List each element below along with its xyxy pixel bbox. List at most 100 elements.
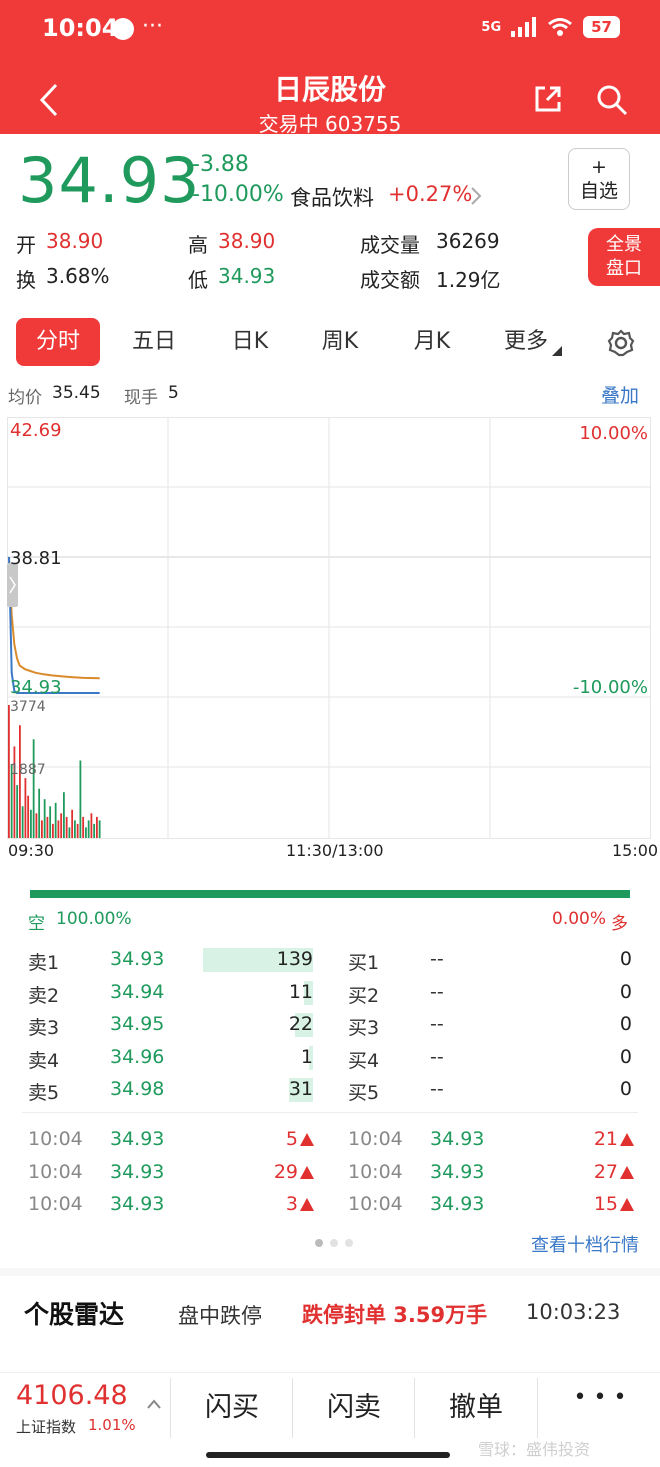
tick-time: 10:04 [28,1193,83,1215]
view-ten-levels-link[interactable]: 查看十档行情 [531,1235,639,1256]
favorite-label: 自选 [579,180,618,202]
open-label: 开 [16,233,36,257]
sector-name[interactable]: 食品饮料 [290,186,374,210]
volume-bar [35,813,38,838]
more-options-button[interactable]: • • • [573,1385,627,1410]
intraday-chart[interactable] [7,417,651,839]
volume-bar [38,788,41,838]
time-start-label: 09:30 [8,841,55,860]
volume-bar [49,806,52,838]
page-dot [330,1239,338,1247]
gear-icon[interactable] [607,329,635,357]
search-icon[interactable] [596,84,628,116]
add-favorite-button[interactable]: + 自选 [568,148,630,210]
flash-buy-button[interactable]: 闪买 [205,1392,259,1423]
sell-level-price[interactable]: 34.98 [110,1078,165,1100]
cancel-order-button[interactable]: 撤单 [449,1392,503,1423]
tick-price: 34.93 [430,1160,485,1183]
radar-detail[interactable]: 跌停封单 3.59万手 [302,1303,488,1327]
chart-collapse-handle[interactable] [7,563,18,607]
tick-volume: 5 [285,1128,298,1150]
radar-event[interactable]: 盘中跌停 [178,1304,262,1328]
signal-icon [511,17,537,37]
plus-icon: + [591,156,607,178]
section-gap [0,1268,660,1276]
depth-bar [30,890,630,898]
buy-level-price[interactable]: -- [430,1013,444,1035]
sell-volume-bar [295,1013,313,1037]
volume-bar [16,785,19,838]
volume-value: 36269 [436,229,500,253]
volume-mid-label: 1887 [10,762,46,778]
buy-level-label: 买5 [348,1082,380,1104]
buy-level-volume: 0 [619,1078,632,1100]
buy-level-price[interactable]: -- [430,1045,444,1068]
tick-time: 10:04 [28,1128,83,1150]
turnover-value: 3.68% [46,264,110,288]
tab-five-day[interactable]: 五日 [131,329,176,354]
tick-price: 34.93 [110,1128,165,1150]
status-indicators: 5G 57 [481,16,620,38]
low-label: 低 [188,268,208,292]
long-label: 多 [611,914,628,934]
current-hand-value: 5 [168,383,179,403]
overlay-button[interactable]: 叠加 [601,385,640,407]
avg-price-label: 均价 [8,388,42,408]
tab-more[interactable]: 更多 [503,329,548,354]
sell-level-volume: 139 [276,948,313,970]
time-mid-label: 11:30/13:00 [286,841,384,860]
volume-bar [98,820,101,838]
sector-change[interactable]: +0.27% [388,182,473,206]
home-indicator[interactable] [206,1452,450,1458]
divider [292,1378,293,1438]
panorama-label-1: 全景 [606,234,642,255]
volume-bar [30,809,32,838]
price-line [8,556,100,694]
tab-intraday[interactable]: 分时 [16,318,100,366]
sell-level-label: 卖4 [28,1049,60,1072]
buy-level-price[interactable]: -- [430,1078,444,1100]
high-value: 38.90 [218,229,276,253]
volume-bar [8,705,10,838]
status-time: 10:04 [42,14,119,42]
volume-bar [65,816,68,838]
buy-level-price[interactable]: -- [430,948,444,970]
share-icon[interactable] [533,84,563,114]
flash-sell-button[interactable]: 闪卖 [327,1392,381,1423]
tab-daily-k[interactable]: 日K [231,329,269,354]
chevron-up-icon[interactable] [146,1398,162,1410]
sell-level-price[interactable]: 34.93 [110,948,165,970]
buy-level-price[interactable]: -- [430,980,444,1003]
up-arrow-icon [300,1133,314,1146]
bottom-trade-bar [0,1372,660,1467]
tick-volume: 29 [273,1160,298,1183]
short-label: 空 [28,914,45,934]
index-value[interactable]: 4106.48 [16,1380,128,1411]
current-price: 34.93 [18,144,201,217]
tick-volume: 27 [593,1160,618,1183]
tick-volume: 3 [285,1193,298,1215]
back-icon[interactable] [36,82,62,118]
up-arrow-icon [620,1198,634,1211]
volume-bar [96,816,98,838]
volume-bar [57,820,60,838]
buy-level-label: 买4 [348,1049,380,1072]
divider [537,1378,538,1438]
price-top-label: 42.69 [10,420,62,441]
tick-time: 10:04 [348,1128,403,1150]
buy-level-label: 买2 [348,984,380,1007]
sell-level-price[interactable]: 34.96 [110,1045,165,1068]
divider [22,1112,638,1113]
price-mid-label: 38.81 [10,548,62,569]
page-dot [345,1239,353,1247]
volume-bar [10,764,13,838]
wifi-icon [548,18,573,36]
sell-level-price[interactable]: 34.95 [110,1013,165,1035]
sell-level-price[interactable]: 34.94 [110,980,165,1003]
volume-bar [46,816,49,838]
tab-weekly-k[interactable]: 周K [321,329,359,354]
tab-monthly-k[interactable]: 月K [413,329,451,354]
volume-bar [87,820,90,838]
panorama-button[interactable]: 全景 盘口 [588,228,660,286]
tick-time: 10:04 [348,1160,403,1183]
